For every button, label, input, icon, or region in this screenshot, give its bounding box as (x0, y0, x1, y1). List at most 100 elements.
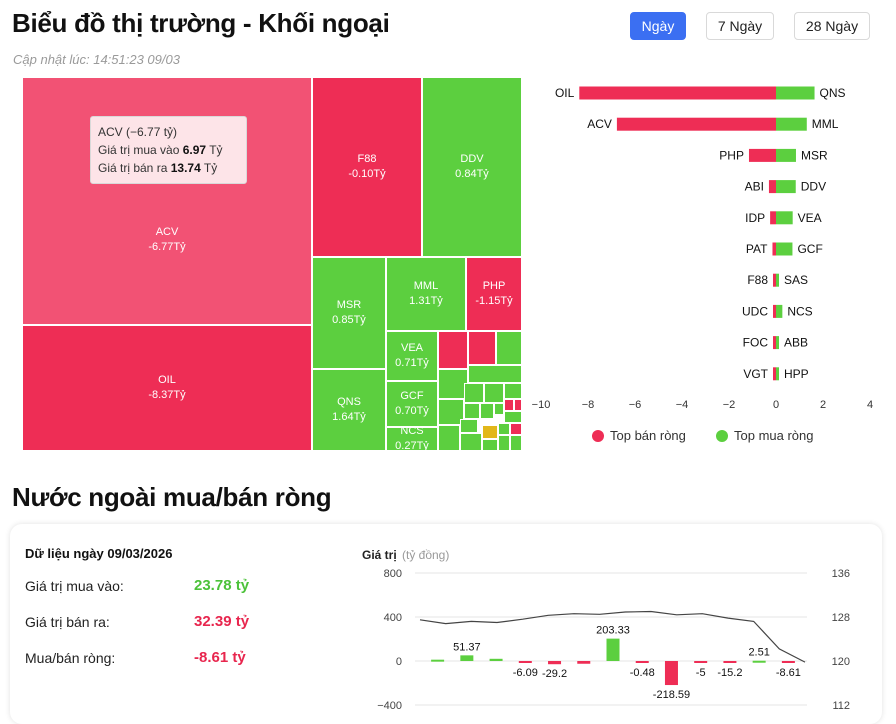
treemap-tile-small[interactable] (438, 331, 468, 369)
right-tick-label: 112 (832, 700, 850, 712)
treemap-tile-mml[interactable]: MML 1.31Tỷ (386, 257, 466, 331)
buy-code-label: GCF (797, 242, 822, 256)
net-bar (431, 659, 445, 662)
net-bar-label: 203.33 (596, 625, 630, 637)
axis-tick-label: −8 (582, 399, 595, 411)
net-bar-label: 51.37 (453, 641, 481, 653)
left-tick-label: 400 (384, 612, 402, 624)
net-bar-label: -15.2 (717, 667, 742, 679)
treemap-tile-small[interactable] (504, 399, 514, 411)
buy-value-label: Giá trị mua vào: (25, 578, 124, 594)
buy-bar (776, 148, 796, 162)
tab-28-days[interactable]: 28 Ngày (794, 12, 870, 40)
update-time: Cập nhật lúc: 14:51:23 09/03 (13, 52, 180, 67)
treemap-tile-small[interactable] (484, 383, 504, 403)
treemap-tile-small[interactable] (468, 365, 522, 383)
treemap-tile-small[interactable] (504, 383, 522, 399)
net-bar-label: -29.2 (542, 668, 567, 680)
treemap-tile-small[interactable] (438, 369, 468, 399)
treemap-tile-small[interactable] (468, 331, 496, 365)
sell-code-label: UDC (742, 304, 768, 318)
net-bar-label: 2.51 (748, 647, 769, 659)
left-tick-label: −400 (377, 700, 402, 712)
treemap-tile-small[interactable] (496, 331, 522, 365)
sell-code-label: OIL (555, 86, 575, 100)
axis-tick-label: 0 (773, 399, 779, 411)
net-bar (752, 660, 766, 663)
treemap-tile-small[interactable] (464, 383, 484, 403)
sell-bar (773, 336, 776, 350)
treemap-tile-small[interactable] (498, 435, 510, 451)
treemap-tile-gcf[interactable]: GCF 0.70Tỷ (386, 381, 438, 427)
treemap-tile-small[interactable] (514, 399, 522, 411)
net-bar (781, 661, 795, 663)
treemap-tile-small[interactable] (498, 423, 510, 435)
right-tick-label: 128 (832, 612, 850, 624)
buy-code-label: HPP (784, 367, 809, 381)
net-bar-label: -6.09 (513, 667, 538, 679)
sell-bar (773, 273, 776, 287)
buy-bar (776, 367, 779, 381)
sell-bar (768, 180, 776, 194)
treemap-tile-ddv[interactable]: DDV 0.84Tỷ (422, 77, 522, 257)
right-tick-label: 136 (832, 568, 850, 580)
net-bar (635, 661, 649, 663)
axis-tick-label: 4 (867, 399, 873, 411)
treemap-tile-msr[interactable]: MSR 0.85Tỷ (312, 257, 386, 369)
page-title: Biểu đồ thị trường - Khối ngoại (12, 8, 390, 38)
tooltip-sell: Giá trị bán ra 13.74 Tỷ (98, 161, 218, 175)
buy-bar (776, 304, 783, 318)
sell-value-label: Giá trị bán ra: (25, 614, 110, 630)
section-title: Nước ngoài mua/bán ròng (12, 482, 332, 512)
buy-code-label: SAS (784, 273, 808, 287)
treemap-tile-small[interactable] (464, 403, 480, 419)
treemap-tile-small[interactable] (494, 403, 504, 415)
treemap-tooltip: ACV (−6.77 tỷ) Giá trị mua vào 6.97 Tỷ G… (90, 116, 247, 184)
treemap-tile-php[interactable]: PHP -1.15Tỷ (466, 257, 522, 331)
treemap-tile-small[interactable] (480, 403, 494, 419)
treemap-tile-small[interactable] (438, 399, 464, 425)
treemap-tile-f88[interactable]: F88 -0.10Tỷ (312, 77, 422, 257)
legend-sell[interactable]: Top bán ròng (592, 428, 686, 443)
treemap-tile-small[interactable] (460, 419, 478, 433)
treemap-tile-small[interactable] (510, 423, 522, 435)
treemap-tile-small[interactable] (510, 435, 522, 451)
tooltip-title: ACV (−6.77 tỷ) (98, 125, 178, 139)
buy-bar (776, 86, 815, 100)
legend-buy-dot (716, 429, 728, 442)
treemap-tile-small[interactable] (482, 439, 498, 451)
buy-code-label: VEA (798, 211, 822, 225)
sell-bar (616, 117, 776, 131)
treemap-tile-small[interactable] (438, 425, 460, 451)
sell-code-label: VGT (743, 367, 768, 381)
treemap-tile-acv[interactable]: ACV -6.77Tỷ (22, 77, 312, 325)
tab-7-days[interactable]: 7 Ngày (706, 12, 774, 40)
net-bar (606, 638, 620, 661)
net-bar-label: -0.48 (630, 667, 655, 679)
treemap-tile-small[interactable] (482, 425, 498, 439)
net-bar (664, 661, 678, 686)
net-bar (489, 658, 503, 661)
tab-day[interactable]: Ngày (630, 12, 686, 40)
buy-code-label: DDV (801, 180, 826, 194)
legend-sell-dot (592, 429, 604, 442)
treemap-tile-ncs[interactable]: NCS 0.27Tỷ (386, 425, 438, 452)
legend-buy[interactable]: Top mua ròng (716, 428, 814, 443)
buy-bar (776, 242, 793, 256)
treemap-tile-small[interactable] (504, 411, 522, 423)
axis-tick-label: −2 (723, 399, 736, 411)
buy-bar (776, 273, 779, 287)
net-bar-label: -218.59 (653, 689, 690, 701)
sell-code-label: FOC (743, 336, 769, 350)
treemap-tile-qns[interactable]: QNS 1.64Tỷ (312, 369, 386, 451)
treemap: ACV -6.77Tỷ OIL -8.37Tỷ F88 -0.10Tỷ DDV … (22, 77, 522, 452)
net-bar (694, 661, 708, 663)
treemap-tile-small[interactable] (460, 433, 482, 451)
buy-bar (776, 180, 796, 194)
treemap-tile-oil[interactable]: OIL -8.37Tỷ (22, 325, 312, 451)
treemap-tile-vea[interactable]: VEA 0.71Tỷ (386, 331, 438, 381)
net-bar-label: -8.61 (776, 667, 801, 679)
buy-code-label: MML (812, 117, 839, 131)
sell-code-label: PAT (746, 242, 768, 256)
sell-bar (773, 304, 776, 318)
